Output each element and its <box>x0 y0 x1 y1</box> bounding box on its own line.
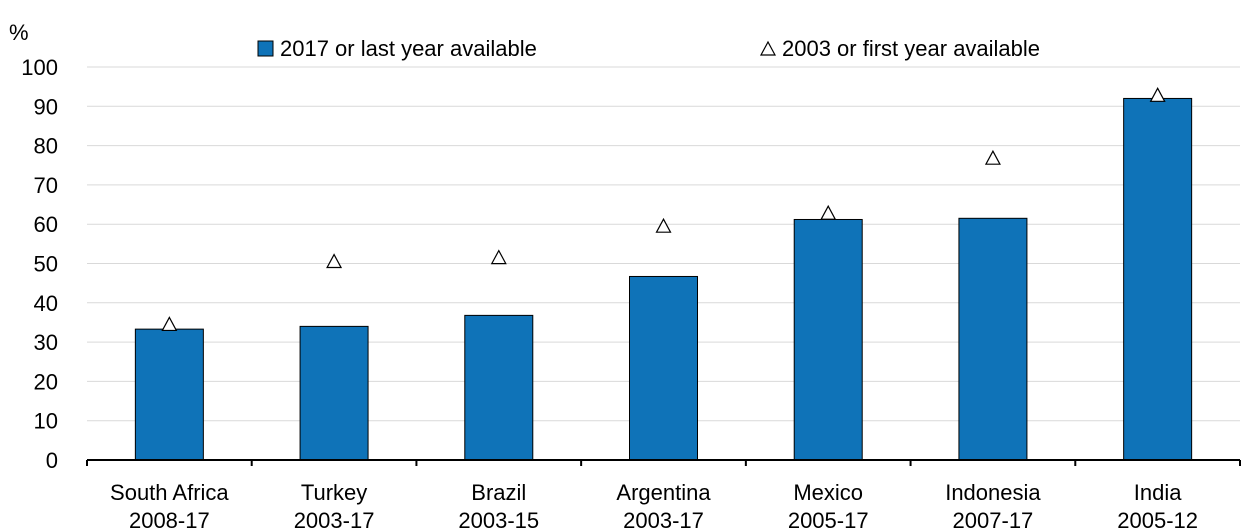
triangle-icon <box>759 40 777 56</box>
triangle-marker <box>490 249 507 265</box>
category-label: Brazil <box>471 480 526 505</box>
y-tick-label: 100 <box>21 55 58 80</box>
bar <box>793 218 863 461</box>
y-tick-label: 20 <box>34 369 58 394</box>
category-label: Argentina <box>616 480 711 505</box>
y-tick-label: 50 <box>34 252 58 277</box>
markers <box>161 87 1166 332</box>
bars <box>134 97 1193 461</box>
triangle-marker <box>655 217 672 233</box>
x-axis-labels: South Africa 2008-17 Turkey 2003-17 Brazil 20… <box>110 480 1198 531</box>
category-label: Indonesia <box>945 480 1041 505</box>
x-axis <box>86 459 1241 466</box>
category-period-label: 2003-17 <box>294 508 375 531</box>
triangle-marker <box>984 149 1001 165</box>
legend-swatch-bars <box>257 40 274 57</box>
bar <box>629 275 698 461</box>
triangle-marker <box>820 204 837 220</box>
category-period-label: 2007-17 <box>953 508 1034 531</box>
category-label: South Africa <box>110 480 229 505</box>
legend-label-markers: 2003 or first year available <box>782 36 1040 61</box>
y-tick-label: 0 <box>46 448 58 473</box>
bar <box>134 328 204 461</box>
category-label: Turkey <box>301 480 367 505</box>
legend: 2017 or last year available 2003 or firs… <box>257 36 1040 61</box>
y-tick-label: 70 <box>34 173 58 198</box>
category-period-label: 2003-17 <box>623 508 704 531</box>
triangle-marker <box>161 316 178 332</box>
y-tick-label: 10 <box>34 409 58 434</box>
category-label: India <box>1134 480 1182 505</box>
bar <box>464 314 534 461</box>
category-period-label: 2003-15 <box>458 508 539 531</box>
y-tick-label: 30 <box>34 330 58 355</box>
y-tick-label: 40 <box>34 291 58 316</box>
triangle-marker <box>326 253 343 269</box>
triangle-marker <box>1149 87 1166 102</box>
y-axis-unit-label: % <box>9 20 29 45</box>
bar <box>958 217 1028 461</box>
y-tick-label: 60 <box>34 212 58 237</box>
y-tick-label: 80 <box>34 134 58 159</box>
bar <box>299 325 369 461</box>
legend-label-bars: 2017 or last year available <box>280 36 537 61</box>
category-period-label: 2008-17 <box>129 508 210 531</box>
category-period-label: 2005-12 <box>1117 508 1198 531</box>
category-label: Mexico <box>793 480 863 505</box>
bar <box>1123 97 1193 461</box>
category-period-label: 2005-17 <box>788 508 869 531</box>
y-axis-ticks: 0 10 20 30 40 50 60 70 80 90 100 <box>21 55 58 473</box>
y-tick-label: 90 <box>34 94 58 119</box>
